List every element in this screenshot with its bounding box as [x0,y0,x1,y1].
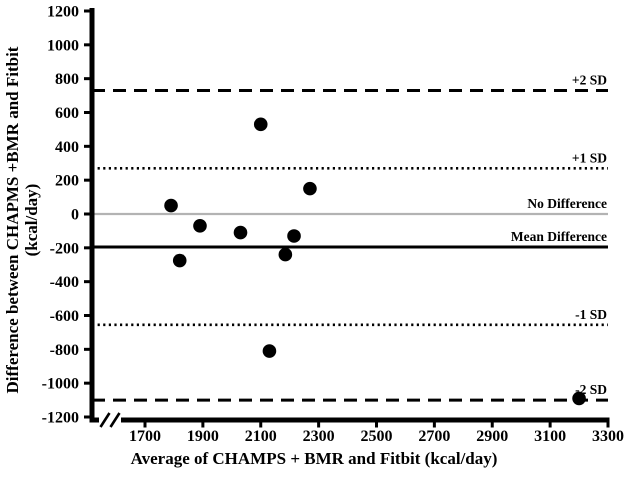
y-axis-title-units: (kcal/day) [22,184,41,257]
y-tick-label: 1000 [47,37,79,54]
y-tick-label: -200 [50,240,79,257]
data-point [572,391,586,406]
reference-line-label: -1 SD [575,307,607,322]
x-tick-label: 1700 [129,428,161,445]
data-point [193,219,207,233]
data-point [253,117,268,132]
x-tick-label: 2500 [361,428,393,445]
axes-layer: 1700 1900 2100 2300 2500 2700 2900 3100 3300 -120… [42,4,624,446]
y-tick-label: 0 [71,207,79,224]
data-points-layer [164,117,586,406]
axis-break-slash-icon [109,412,121,428]
data-point [303,181,317,196]
y-tick-label: 800 [55,71,79,88]
y-tick-label: 400 [55,139,79,156]
data-point [278,247,293,262]
reference-line-label: Mean Difference [511,229,607,244]
y-axis-title: Difference between CHAPMS +BMR and Fitbi… [3,46,22,393]
reference-line-label: +2 SD [572,73,607,88]
y-tick-label: -600 [50,308,79,325]
axis-break-slash-icon [99,412,111,428]
y-tick-label: 600 [55,105,79,122]
x-axis-title: Average of CHAMPS + BMR and Fitbit (kcal… [131,449,498,468]
x-tick-label: 1900 [187,428,219,445]
data-point [164,198,178,213]
data-point [172,253,187,268]
x-tick-label: 2900 [476,428,508,445]
x-tick-label: 3100 [534,428,566,445]
y-tick-label: -1200 [42,410,79,427]
y-tick-label: -1000 [42,376,79,393]
y-tick-label: 200 [55,173,79,190]
x-tick-label: 2300 [303,428,335,445]
reference-line-label: No Difference [527,196,607,211]
y-tick-label: 1200 [47,4,79,21]
y-tick-label: -400 [50,274,79,291]
reference-line-label: +1 SD [572,150,607,165]
data-point [287,229,301,243]
data-point [233,225,248,240]
x-tick-label: 3300 [592,428,624,445]
reference-lines-layer: +2 SD +1 SD No Difference Mean Difference -1… [92,73,608,402]
x-tick-label: 2700 [418,428,450,445]
y-tick-label: -800 [50,342,79,359]
x-tick-label: 2100 [245,428,277,445]
data-point [262,344,277,358]
